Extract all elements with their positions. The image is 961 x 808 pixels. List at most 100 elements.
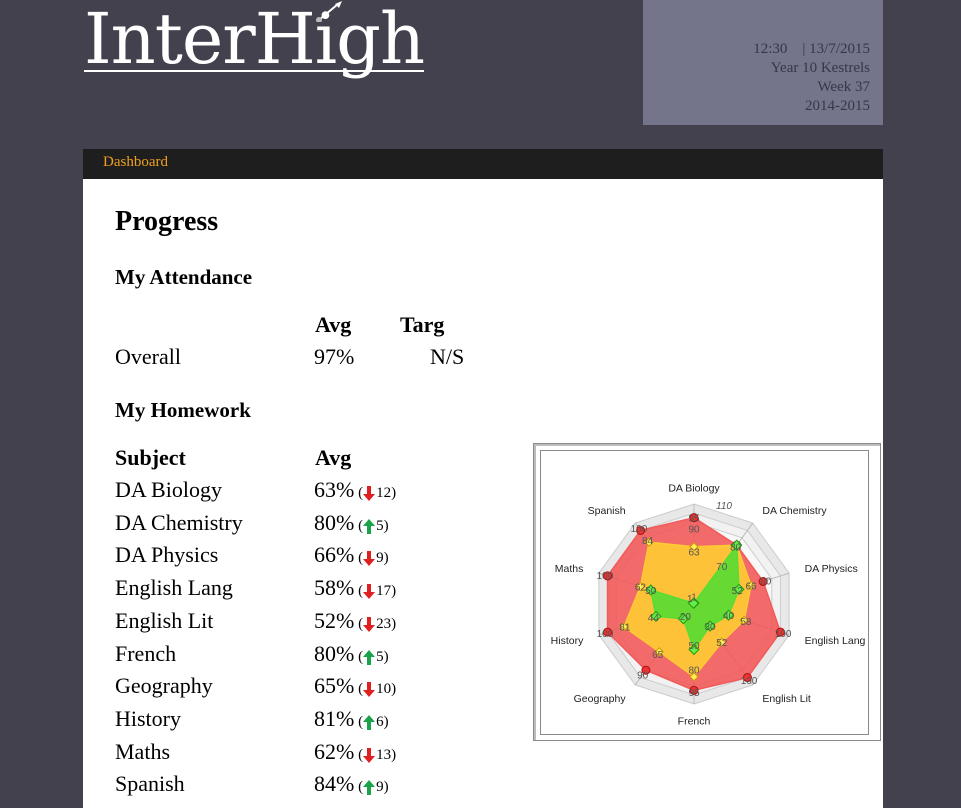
radar-point (758, 577, 768, 587)
homework-subject: Geography (115, 673, 213, 699)
radar-value-label: 95 (688, 688, 700, 699)
radar-point (775, 627, 785, 637)
radar-point (739, 615, 749, 626)
radar-point (689, 685, 699, 695)
homework-avg-cell: 66% (9) (314, 542, 389, 568)
homework-subject: DA Chemistry (115, 509, 243, 535)
radar-category-label: French (678, 715, 711, 727)
homework-trend: (9) (354, 779, 389, 796)
homework-avg: 65% (314, 673, 355, 699)
homework-trend: (5) (354, 517, 389, 534)
radar-category-label: Maths (555, 563, 584, 575)
radar-point (733, 583, 745, 596)
arrow-down-icon (363, 747, 376, 763)
arrow-down-icon (363, 682, 376, 698)
homework-change: 17 (376, 583, 392, 600)
arrow-up-icon (363, 780, 376, 796)
radar-point (689, 513, 699, 523)
homework-subject: English Lit (115, 607, 214, 633)
radar-value-label: 40 (723, 611, 735, 622)
radar-point (677, 613, 689, 625)
homework-avg: 62% (314, 738, 355, 764)
radar-category-label: Spanish (588, 505, 626, 517)
homework-change: 12 (376, 485, 392, 501)
arrow-up-icon (363, 714, 376, 730)
nav-dashboard-link[interactable]: Dashboard (103, 154, 168, 170)
week-label: Week 37 (817, 79, 870, 95)
homework-subject: Maths (115, 738, 170, 764)
homework-subject: French (115, 640, 177, 666)
homework-trend: (23) (354, 615, 397, 632)
arrow-up-icon (363, 649, 376, 665)
homework-change: 9 (376, 550, 384, 567)
homework-avg: 58% (314, 575, 355, 601)
homework-trend: (6) (354, 713, 389, 730)
homework-trend: (5) (354, 648, 389, 665)
current-time: 12:30 (753, 41, 788, 57)
logo: InterHigh (84, 0, 425, 80)
homework-avg: 80% (314, 509, 355, 535)
radar-category-label: Geography (574, 693, 627, 705)
radar-value-label: 50 (688, 641, 700, 652)
class-name: Year 10 Kestrels (770, 60, 870, 76)
radar-value-label: 62 (635, 583, 647, 594)
radar-category-label: DA Physics (805, 563, 858, 575)
homework-avg: 66% (314, 542, 355, 568)
homework-avg: 63% (314, 477, 355, 502)
radar-chart: 9590631807080665210058401005230958050906… (551, 483, 866, 728)
academic-year: 2014-2015 (805, 98, 870, 114)
radar-point (746, 580, 756, 591)
homework-trend: (9) (354, 550, 389, 567)
radar-point (654, 647, 664, 657)
homework-change: 13 (376, 746, 392, 763)
time-date-line: 12:30 | 13/7/2015 (643, 40, 870, 59)
arrow-down-icon (363, 551, 376, 567)
homework-trend: (13) (354, 746, 397, 763)
homework-col-avg: Avg (315, 445, 352, 470)
radar-point (645, 584, 657, 596)
radar-point (641, 665, 651, 675)
attendance-targ-value: N/S (430, 344, 465, 369)
attendance-col-targ: Targ (400, 312, 445, 337)
radar-value-label: 100 (741, 676, 758, 687)
radar-value-label: 90 (637, 671, 649, 682)
arrow-down-icon (363, 486, 376, 502)
radar-value-label: 95 (688, 514, 700, 525)
radar-point (650, 610, 662, 623)
arrow-down-icon (363, 584, 376, 600)
radar-value-label: 58 (740, 617, 752, 628)
nav-bar: Dashboard (83, 149, 883, 179)
radar-value-label: 80 (760, 577, 772, 588)
homework-subject: History (115, 705, 181, 731)
radar-chart-panel: 95 90 63 1 80 70 80 66 52 100 58 40 100 52 30 95 80 50 90 6… (540, 450, 869, 735)
radar-point (687, 597, 700, 609)
radar-point (636, 525, 646, 535)
homework-avg: 80% (314, 640, 355, 666)
radar-category-label: English Lang (805, 635, 866, 647)
radar-point (717, 637, 727, 647)
homework-avg-cell: 65% (10) (314, 673, 396, 699)
homework-avg: 81% (314, 705, 355, 731)
arrow-up-icon (363, 518, 376, 534)
homework-avg: 84% (314, 771, 355, 797)
homework-change: 6 (376, 713, 384, 730)
homework-trend: (12) (354, 485, 397, 502)
homework-avg-cell: 81% (6) (314, 706, 389, 732)
radar-tick-label: 110 (716, 501, 732, 512)
homework-subject: Spanish (115, 771, 185, 797)
radar-value-label: 100 (631, 524, 648, 535)
homework-avg-cell: 52% (23) (314, 608, 396, 634)
radar-value-label: 100 (597, 571, 614, 582)
homework-change: 10 (376, 681, 392, 698)
homework-avg-cell: 80% (5) (314, 510, 389, 536)
current-date: | 13/7/2015 (802, 41, 870, 57)
radar-point (731, 539, 743, 551)
logo-arrow-icon (316, 1, 342, 22)
page-title: Progress (115, 206, 219, 237)
radar-value-label: 66 (746, 581, 758, 592)
radar-category-label: History (551, 635, 584, 647)
radar-point (704, 620, 716, 632)
radar-point (644, 537, 654, 547)
attendance-avg-value: 97% (314, 344, 355, 369)
homework-avg: 52% (314, 607, 355, 633)
